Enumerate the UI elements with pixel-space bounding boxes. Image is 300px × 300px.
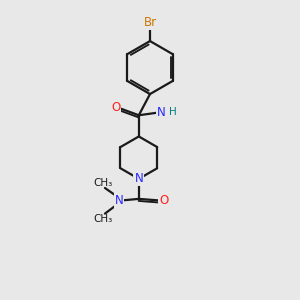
Text: Br: Br (143, 16, 157, 29)
Text: CH₃: CH₃ (94, 214, 113, 224)
Text: O: O (159, 194, 169, 207)
Text: N: N (134, 172, 143, 185)
Text: CH₃: CH₃ (94, 178, 113, 188)
Text: H: H (169, 107, 176, 117)
Text: O: O (111, 101, 121, 114)
Text: N: N (115, 194, 124, 207)
Text: N: N (157, 106, 166, 119)
